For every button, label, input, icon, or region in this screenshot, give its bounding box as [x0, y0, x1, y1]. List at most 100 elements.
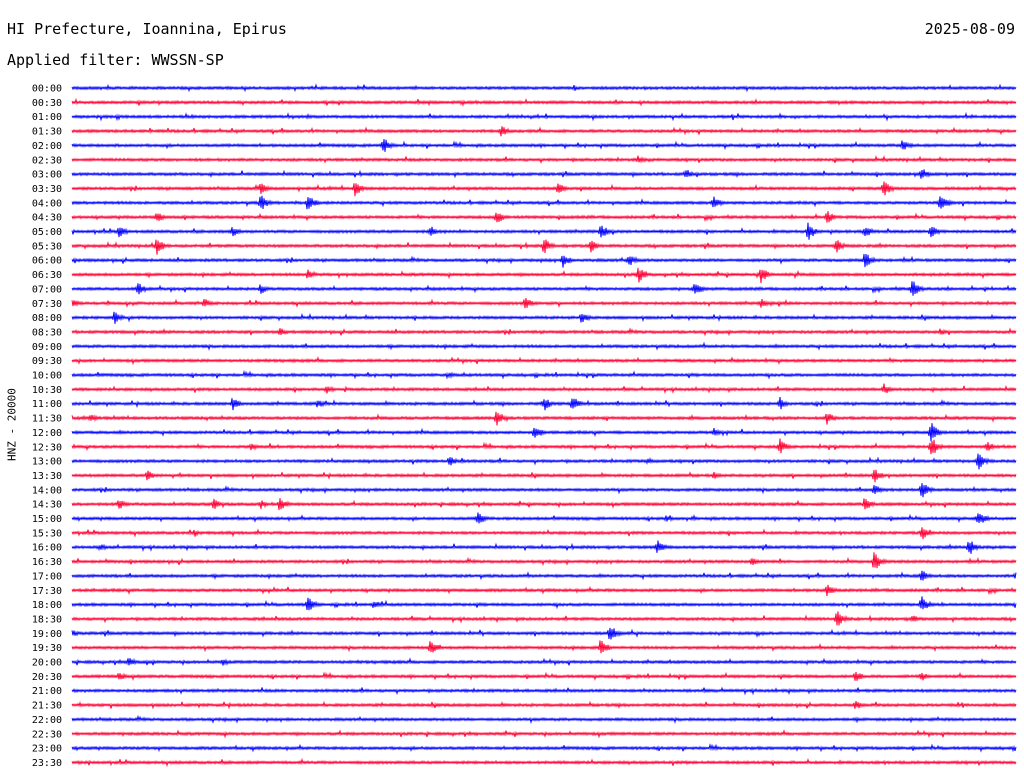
- seismic-trace-row: [71, 397, 1017, 411]
- time-tick-label: 21:30: [32, 701, 62, 712]
- time-tick-label: 13:30: [32, 471, 62, 482]
- seismic-trace-row: [71, 584, 1017, 597]
- seismic-trace-row: [71, 714, 1017, 725]
- time-tick-label: 20:00: [32, 658, 62, 669]
- seismic-trace-row: [71, 611, 1017, 626]
- time-tick-label: 21:00: [32, 686, 62, 697]
- seismic-trace-row: [71, 222, 1017, 240]
- time-tick-label: 02:30: [32, 155, 62, 166]
- seismic-trace-row: [71, 498, 1017, 511]
- seismic-trace-row: [71, 267, 1017, 284]
- seismic-trace-row: [71, 411, 1017, 426]
- seismic-trace-row: [71, 111, 1017, 122]
- seismic-trace-row: [71, 423, 1017, 442]
- time-tick-label: 09:00: [32, 342, 62, 353]
- seismic-trace-row: [71, 239, 1017, 255]
- time-tick-label: 07:30: [32, 299, 62, 310]
- time-tick-label: 06:00: [32, 256, 62, 267]
- seismic-trace-row: [71, 483, 1017, 498]
- seismic-trace-row: [71, 527, 1017, 540]
- time-tick-label: 18:00: [32, 600, 62, 611]
- time-tick-label: 00:00: [32, 84, 62, 95]
- time-tick-label: 19:30: [32, 643, 62, 654]
- seismic-trace-row: [71, 700, 1017, 710]
- seismic-trace-row: [71, 671, 1017, 682]
- time-tick-label: 16:30: [32, 557, 62, 568]
- seismic-trace-row: [71, 83, 1017, 93]
- time-tick-label: 23:00: [32, 744, 62, 755]
- time-tick-label: 13:00: [32, 457, 62, 468]
- time-tick-label: 04:30: [32, 213, 62, 224]
- seismic-trace-row: [71, 540, 1017, 554]
- time-tick-label: 03:00: [32, 170, 62, 181]
- seismic-trace-row: [71, 640, 1017, 654]
- seismic-trace-row: [71, 627, 1017, 640]
- seismic-trace-row: [71, 596, 1017, 611]
- time-tick-label: 01:00: [32, 112, 62, 123]
- seismic-trace-row: [71, 181, 1017, 197]
- time-tick-label: 01:30: [32, 127, 62, 138]
- time-tick-label: 07:00: [32, 284, 62, 295]
- seismic-trace-row: [71, 383, 1017, 395]
- time-tick-label: 17:00: [32, 571, 62, 582]
- time-tick-label: 12:30: [32, 442, 62, 453]
- seismic-trace-row: [71, 341, 1017, 351]
- seismic-trace-row: [71, 154, 1017, 165]
- seismic-trace-row: [71, 438, 1017, 455]
- seismic-trace-row: [71, 327, 1017, 337]
- seismic-trace-row: [71, 195, 1017, 210]
- seismic-trace-row: [71, 126, 1017, 137]
- time-tick-label: 05:00: [32, 227, 62, 238]
- station-title: HI Prefecture, Ioannina, Epirus: [7, 20, 287, 38]
- seismic-trace-row: [71, 253, 1017, 268]
- time-tick-label: 00:30: [32, 98, 62, 109]
- seismic-trace-row: [71, 453, 1017, 470]
- seismic-trace-row: [71, 211, 1017, 223]
- seismic-trace-row: [71, 298, 1017, 309]
- seismic-trace-row: [71, 743, 1017, 753]
- time-tick-label: 19:00: [32, 629, 62, 640]
- seismic-trace-row: [71, 469, 1017, 483]
- time-tick-label: 14:30: [32, 500, 62, 511]
- seismic-trace-row: [71, 311, 1017, 324]
- time-tick-label: 22:30: [32, 729, 62, 740]
- time-tick-label: 11:00: [32, 399, 62, 410]
- seismic-trace-row: [71, 139, 1017, 152]
- time-tick-label: 02:00: [32, 141, 62, 152]
- time-tick-label: 22:00: [32, 715, 62, 726]
- record-date: 2025-08-09: [924, 20, 1015, 38]
- time-tick-label: 06:30: [32, 270, 62, 281]
- time-tick-label: 20:30: [32, 672, 62, 683]
- seismic-trace-row: [71, 657, 1017, 667]
- seismic-trace-row: [71, 570, 1017, 581]
- seismic-trace-row: [71, 552, 1017, 569]
- seismic-trace-row: [71, 169, 1017, 179]
- time-tick-label: 05:30: [32, 241, 62, 252]
- time-tick-label: 17:30: [32, 586, 62, 597]
- time-tick-label: 08:30: [32, 327, 62, 338]
- filter-label: Applied filter: WWSSN-SP: [7, 51, 224, 69]
- seismic-trace-row: [71, 281, 1017, 296]
- time-tick-label: 14:00: [32, 485, 62, 496]
- time-tick-label: 16:00: [32, 543, 62, 554]
- time-tick-label: 11:30: [32, 414, 62, 425]
- time-tick-label: 15:00: [32, 514, 62, 525]
- time-tick-label: 15:30: [32, 528, 62, 539]
- seismic-trace-row: [71, 757, 1017, 768]
- seismic-trace-row: [71, 686, 1017, 696]
- time-tick-label: 09:30: [32, 356, 62, 367]
- time-tick-label: 10:00: [32, 371, 62, 382]
- time-tick-label: 08:00: [32, 313, 62, 324]
- time-tick-label: 04:00: [32, 198, 62, 209]
- time-tick-label: 03:30: [32, 184, 62, 195]
- time-tick-label: 12:00: [32, 428, 62, 439]
- seismic-trace-row: [71, 512, 1017, 524]
- seismic-trace-row: [71, 370, 1017, 380]
- time-tick-label: 23:30: [32, 758, 62, 769]
- seismic-trace-row: [71, 729, 1017, 739]
- seismic-trace-row: [71, 97, 1017, 107]
- time-tick-label: 10:30: [32, 385, 62, 396]
- time-tick-label: 18:30: [32, 614, 62, 625]
- seismic-trace-row: [71, 355, 1017, 366]
